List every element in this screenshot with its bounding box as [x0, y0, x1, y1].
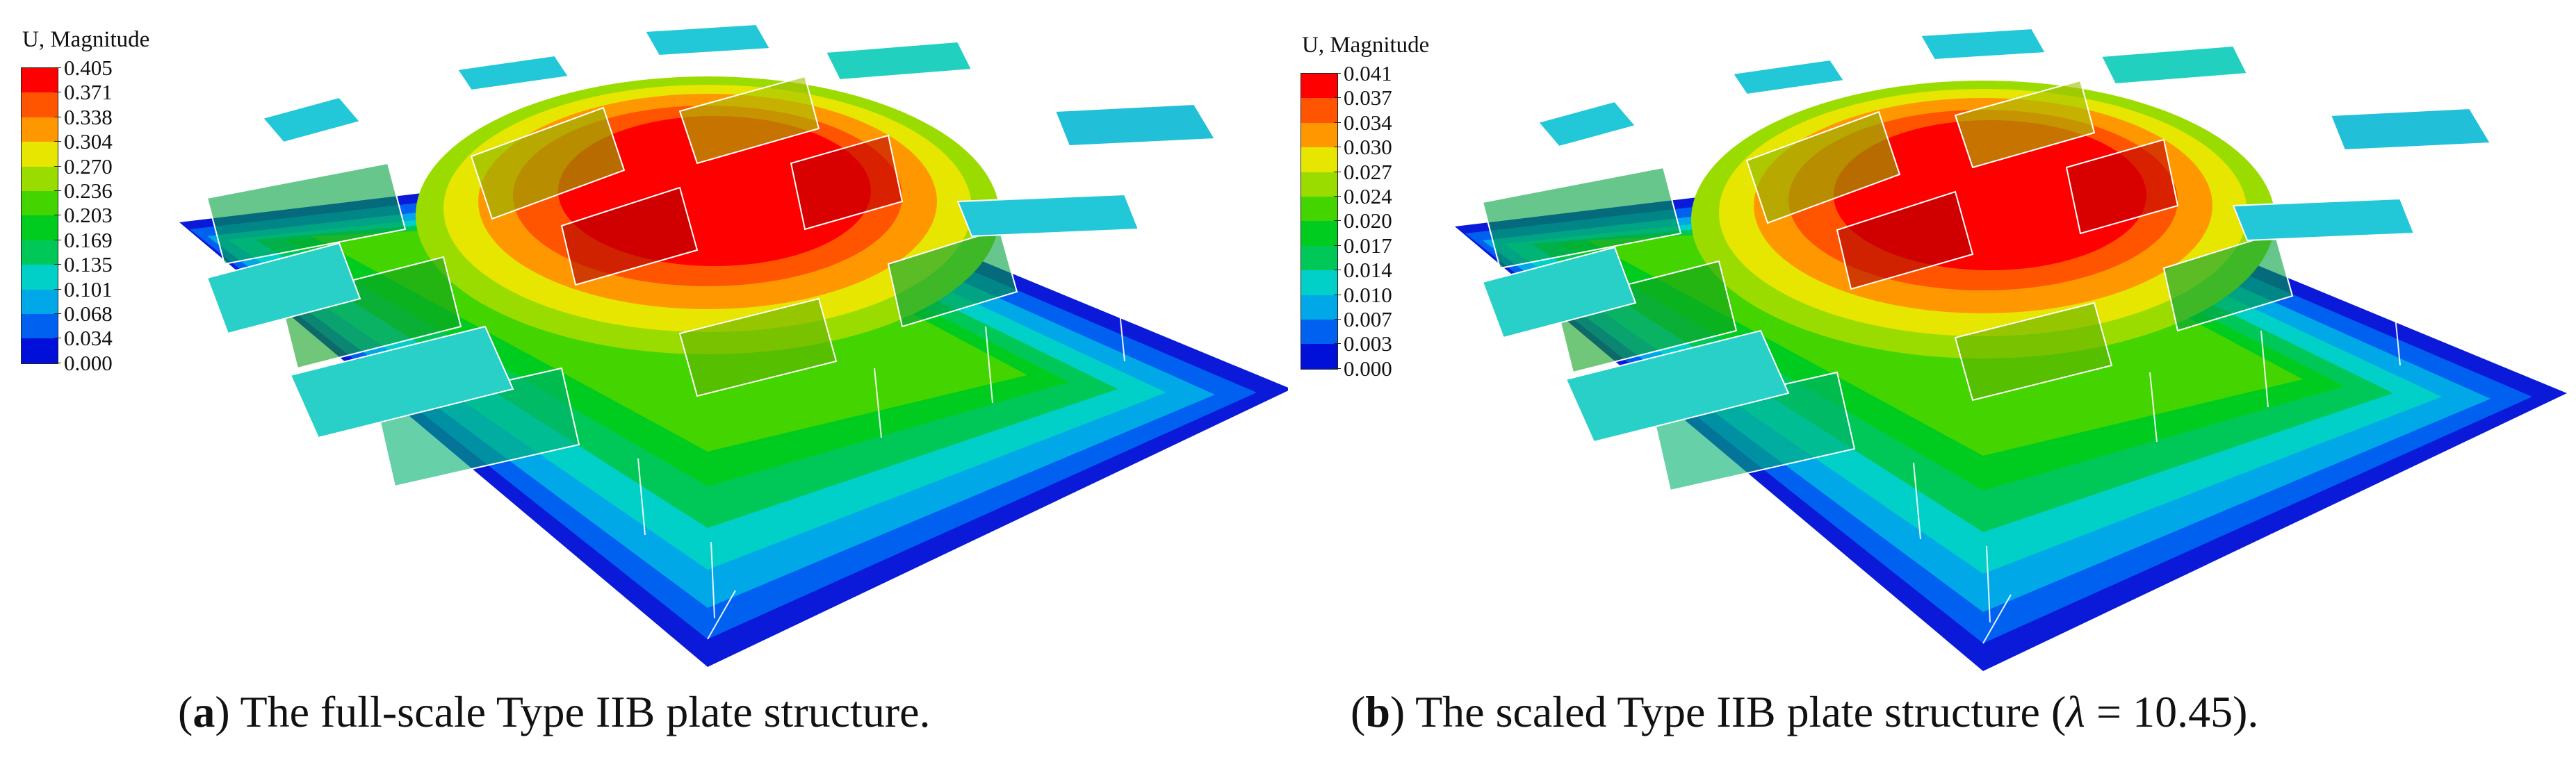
caption-text-a: The full-scale Type IIB plate structure.: [240, 687, 931, 736]
legend-swatch: [1301, 196, 1337, 222]
legend-tick-label: 0.304: [54, 129, 113, 154]
legend-tick-label: 0.037: [1334, 85, 1392, 110]
legend-tick-label: 0.017: [1334, 233, 1392, 258]
legend-swatch: [1301, 295, 1337, 320]
legend-swatch: [1301, 98, 1337, 123]
legend-tick-label: 0.003: [1334, 331, 1392, 356]
legend-swatch: [22, 313, 58, 339]
legend-swatch: [1301, 74, 1337, 99]
caption-lambda-b: λ: [2066, 687, 2085, 736]
legend-tick-label: 0.020: [1334, 208, 1392, 233]
legend-swatch: [1301, 245, 1337, 271]
caption-text-b: The scaled Type IIB plate structure (: [1415, 687, 2066, 736]
legend-ticks-a: 0.405 0.371 0.338 0.304 0.270 0.236 0.203 0.169…: [54, 56, 113, 375]
legend-swatch: [22, 68, 58, 93]
legend-swatch: [1301, 221, 1337, 246]
legend-tick-label: 0.068: [54, 301, 113, 326]
caption-b: (b) The scaled Type IIB plate structure …: [1351, 687, 2259, 736]
legend-tick-label: 0.270: [54, 154, 113, 179]
legend-tick-label: 0.030: [1334, 135, 1392, 160]
color-scale-b: [1301, 73, 1338, 370]
legend-title-a: U, Magnitude: [22, 27, 150, 52]
legend-tick-label: 0.010: [1334, 282, 1392, 307]
panel-a: U, Magnitude 0.405 0.371 0.338 0.304 0.270 0.…: [21, 24, 1288, 736]
legend-swatch: [1301, 122, 1337, 148]
legend-swatch: [22, 338, 58, 363]
legend-tick-label: 0.203: [54, 203, 113, 228]
legend-tick-label: 0.101: [54, 276, 113, 302]
legend-swatch: [22, 240, 58, 265]
panel-b: U, Magnitude 0.041 0.037 0.034 0.030 0.027 0.…: [1288, 0, 2576, 776]
legend-tick-label: 0.034: [54, 326, 113, 351]
legend-swatch: [22, 190, 58, 216]
fem-contour-plot-b: [1454, 28, 2568, 672]
legend-title-b: U, Magnitude: [1302, 33, 1430, 58]
legend-tick-label: 0.135: [54, 252, 113, 277]
legend-swatch: [22, 289, 58, 314]
legend-tick-label: 0.000: [54, 350, 113, 375]
legend-tick-label: 0.024: [1334, 183, 1392, 208]
legend-swatch: [22, 265, 58, 290]
color-scale-a: [21, 67, 58, 364]
legend-swatch: [22, 215, 58, 240]
legend-tick-label: 0.169: [54, 227, 113, 252]
fem-contour-plot-a: [179, 24, 1288, 668]
legend-a: U, Magnitude 0.405 0.371 0.338 0.304 0.270 0.…: [21, 26, 150, 375]
legend-tick-label: 0.338: [54, 104, 113, 129]
legend-swatch: [1301, 319, 1337, 345]
caption-a: (a) The full-scale Type IIB plate struct…: [178, 687, 931, 736]
legend-tick-label: 0.371: [54, 80, 113, 105]
legend-swatch: [1301, 147, 1337, 172]
legend-tick-label: 0.236: [54, 178, 113, 203]
legend-swatch: [22, 166, 58, 191]
legend-tick-label: 0.000: [1334, 356, 1392, 381]
caption-letter-b: b: [1365, 687, 1390, 736]
caption-letter-a: a: [193, 687, 215, 736]
legend-b: U, Magnitude 0.041 0.037 0.034 0.030 0.027 0.…: [1301, 32, 1430, 381]
legend-tick-label: 0.007: [1334, 306, 1392, 331]
legend-tick-label: 0.027: [1334, 159, 1392, 184]
legend-ticks-b: 0.041 0.037 0.034 0.030 0.027 0.024 0.020 0.017…: [1334, 61, 1392, 381]
legend-swatch: [1301, 270, 1337, 295]
legend-tick-label: 0.014: [1334, 258, 1392, 283]
legend-swatch: [22, 142, 58, 167]
legend-swatch: [1301, 172, 1337, 197]
caption-value-b: = 10.45).: [2085, 687, 2259, 736]
legend-tick-label: 0.034: [1334, 110, 1392, 135]
legend-tick-label: 0.405: [54, 56, 113, 80]
legend-swatch: [22, 92, 58, 117]
legend-tick-label: 0.041: [1334, 61, 1392, 85]
legend-swatch: [1301, 344, 1337, 369]
legend-swatch: [22, 117, 58, 142]
